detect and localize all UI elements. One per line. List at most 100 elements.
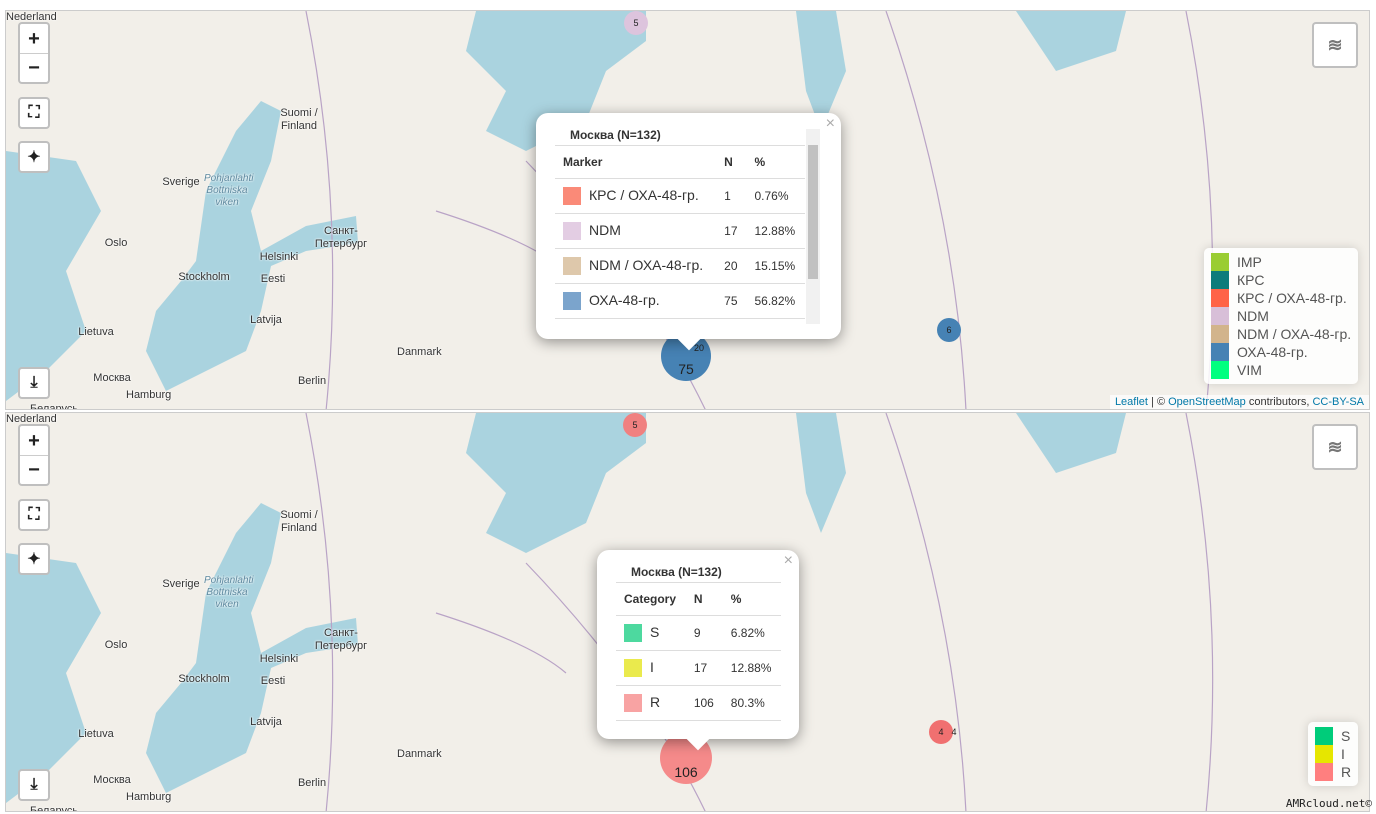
row-label: ОХА-48-гр. xyxy=(589,291,660,308)
scrollbar xyxy=(806,129,820,324)
download-button[interactable]: ⤓ xyxy=(18,367,50,399)
place-label: Berlin xyxy=(297,375,327,387)
legend-swatch xyxy=(1211,343,1229,361)
legend-swatch xyxy=(1211,307,1229,325)
popup-row: I 17 12.88% xyxy=(616,650,781,686)
popup-row: КРС / ОХА-48-гр. 1 0.76% xyxy=(555,178,805,214)
popup-table: Category N% S 9 6.82% I 17 12.88% R 106 80.3% xyxy=(616,583,781,721)
legend-item: КРС / ОХА-48-гр. xyxy=(1211,289,1351,307)
place-label: Москва xyxy=(93,372,131,384)
marker[interactable]: 6 xyxy=(937,318,961,342)
legend-label: КРС xyxy=(1237,272,1265,288)
row-label: S xyxy=(650,623,660,640)
place-label: Санкт-Петербург xyxy=(314,627,368,652)
legend: IMP КРС КРС / ОХА-48-гр. NDM NDM / ОХА-48-гр… xyxy=(1204,248,1359,384)
zoom-out[interactable]: − xyxy=(20,52,48,82)
zoom-out[interactable]: − xyxy=(20,454,48,484)
legend-item: ОХА-48-гр. xyxy=(1211,343,1351,361)
attribution-link[interactable]: Leaflet xyxy=(1114,396,1148,408)
attribution-link[interactable]: CC-BY-SA xyxy=(1312,396,1364,408)
row-pct: 80.3% xyxy=(722,685,781,721)
popup-body: Category N% S 9 6.82% I 17 12.88% R 106 80.3% xyxy=(616,582,781,726)
scroll-thumb[interactable] xyxy=(808,145,818,279)
place-label: Беларусь xyxy=(29,403,79,410)
marker[interactable]: 4 xyxy=(951,727,957,737)
popup: × Москва (N=132) Marker N% КРС / ОХА-48-гр. 1… xyxy=(536,113,841,351)
place-label: Danmark xyxy=(397,748,442,760)
basemap xyxy=(6,413,1214,811)
row-n: 17 xyxy=(685,650,723,686)
legend-item: I xyxy=(1315,745,1351,763)
place-label: Беларусь xyxy=(29,805,79,812)
swatch xyxy=(563,292,581,311)
water xyxy=(1016,413,1126,473)
legend-item: VIM xyxy=(1211,361,1351,379)
header-row: Category N% xyxy=(616,583,781,616)
row-label-cell: ОХА-48-гр. xyxy=(555,283,717,319)
place-label: Москва xyxy=(93,774,131,786)
place-label: Eesti xyxy=(260,675,286,687)
popup-close[interactable]: × xyxy=(783,552,793,569)
place-label: Oslo xyxy=(104,237,128,249)
popup-close[interactable]: × xyxy=(825,115,835,132)
swatch xyxy=(624,659,642,678)
legend-label: S xyxy=(1341,728,1351,744)
marker[interactable]: 5 xyxy=(623,413,647,437)
layers-button[interactable]: ≋ xyxy=(1312,22,1358,68)
legend-label: КРС / ОХА-48-гр. xyxy=(1237,290,1347,306)
popup-title: Москва (N=132) xyxy=(570,128,661,142)
legend-item: R xyxy=(1315,763,1351,781)
legend-swatch xyxy=(1211,271,1229,289)
fullscreen-button[interactable]: ⛶ xyxy=(18,97,50,129)
place-label: Pohjanlahti Bottniska viken xyxy=(204,173,254,208)
popup-row: R 106 80.3% xyxy=(616,685,781,721)
fullscreen-button[interactable]: ⛶ xyxy=(18,499,50,531)
place-label: Suomi / Finland xyxy=(280,107,318,132)
zoom-in[interactable]: + xyxy=(28,429,40,452)
zoom-in[interactable]: + xyxy=(28,27,40,50)
marker[interactable]: 5 xyxy=(624,11,648,35)
row-pct: 0.76% xyxy=(746,178,805,214)
place-label: Nederland xyxy=(6,413,57,425)
border xyxy=(305,11,334,409)
water xyxy=(466,11,646,151)
border xyxy=(885,413,967,811)
row-label-cell: I xyxy=(616,650,686,686)
water xyxy=(796,413,846,533)
marker[interactable]: 75 xyxy=(661,331,711,381)
row-label: NDM / ОХА-48-гр. xyxy=(589,256,704,273)
row-n: 20 xyxy=(716,248,747,284)
footer: AMRcloud.net© xyxy=(1285,797,1372,810)
swatch xyxy=(563,187,581,206)
legend-swatch xyxy=(1315,745,1333,763)
attribution-text: contributors, xyxy=(1248,396,1310,408)
marker[interactable]: 20 xyxy=(693,343,704,353)
popup: × Москва (N=132) Category N% S 9 6.82% I 17 12.88… xyxy=(597,550,799,751)
legend-item: NDM / ОХА-48-гр. xyxy=(1211,325,1351,343)
marker[interactable]: 4 xyxy=(929,720,953,744)
wand-button[interactable]: ✦ xyxy=(18,141,50,173)
row-n: 75 xyxy=(716,283,747,319)
border xyxy=(1185,413,1214,811)
swatch xyxy=(563,257,581,276)
legend-swatch xyxy=(1211,289,1229,307)
water xyxy=(6,553,101,803)
place-label: Stockholm xyxy=(178,673,230,685)
wand-button[interactable]: ✦ xyxy=(18,543,50,575)
layers-button[interactable]: ≋ xyxy=(1312,424,1358,470)
legend-label: NDM / ОХА-48-гр. xyxy=(1237,326,1352,342)
column-header: Category xyxy=(616,583,686,616)
popup-row: NDM / ОХА-48-гр. 20 15.15% xyxy=(555,248,805,284)
legend-label: IMP xyxy=(1237,254,1262,270)
map[interactable]: Suomi / Finland Sverige Pohjanlahti Bottni… xyxy=(5,412,1370,812)
attribution-link[interactable]: OpenStreetMap xyxy=(1168,396,1246,408)
place-label: Helsinki xyxy=(259,653,299,665)
legend-item: NDM xyxy=(1211,307,1351,325)
map[interactable]: Suomi / Finland Sverige Pohjanlahti Bottni… xyxy=(5,10,1370,410)
swatch xyxy=(563,222,581,241)
water xyxy=(6,151,101,401)
place-label: Lietuva xyxy=(78,326,114,338)
download-button[interactable]: ⤓ xyxy=(18,769,50,801)
row-label: R xyxy=(650,693,661,710)
